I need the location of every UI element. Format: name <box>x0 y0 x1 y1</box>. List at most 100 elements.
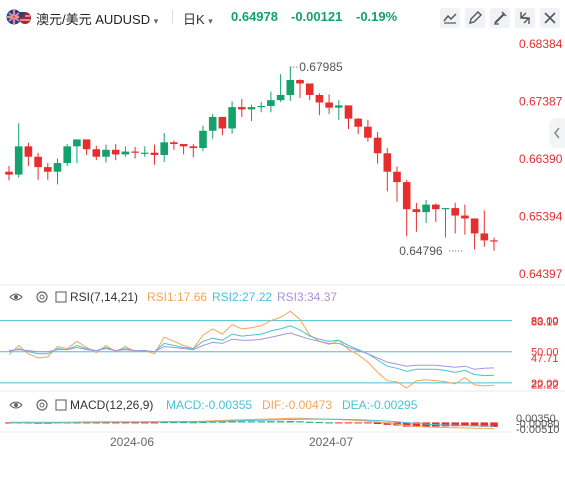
price-change: -0.00121 <box>291 9 343 24</box>
candle-body <box>141 152 149 154</box>
rsi-tick-label: 80.00 <box>531 316 559 328</box>
rsi-title: RSI(7,14,21) <box>70 290 138 304</box>
last-price: 0.64978 <box>231 9 278 24</box>
rsi-tick-label: 83.19 <box>531 316 559 328</box>
macd-bar <box>451 422 459 427</box>
candle-body <box>412 209 421 213</box>
candle <box>14 123 23 178</box>
rsi3-label: RSI3:34.37 <box>277 290 337 304</box>
candle <box>218 116 227 136</box>
candle <box>364 119 372 142</box>
dif-label: DIF:-0.00473 <box>262 398 332 412</box>
macd-bar <box>373 422 382 425</box>
timeframe-label: 日K <box>183 12 205 27</box>
side-panel-toggle[interactable] <box>549 118 565 148</box>
candle <box>373 131 382 164</box>
candle <box>238 99 246 117</box>
gear-icon[interactable] <box>36 291 48 303</box>
macd-bar <box>228 421 236 423</box>
macd-bar <box>160 422 168 424</box>
square-icon[interactable] <box>55 291 67 303</box>
macd-bar <box>315 422 324 424</box>
candle-body <box>82 139 91 150</box>
candle-body <box>247 107 256 110</box>
candle <box>461 204 469 235</box>
draw-button[interactable] <box>490 8 510 28</box>
close-button[interactable] <box>540 8 560 28</box>
macd-bar <box>286 421 295 423</box>
candle-body <box>470 218 479 234</box>
candle <box>53 158 62 185</box>
high-price-label: 0.67985 <box>299 60 343 74</box>
eye-icon[interactable] <box>9 401 23 409</box>
candle-body <box>24 146 33 157</box>
rsi-tick-label: 47.71 <box>531 353 559 365</box>
macd-tick-label: 0.00350 <box>516 413 556 425</box>
candle-body <box>344 105 353 119</box>
candle <box>296 79 304 98</box>
candle <box>315 93 324 116</box>
candle <box>354 118 362 135</box>
macd-tick-label: -0.00510 <box>516 424 559 436</box>
chart-toolbar: 澳元/美元 AUDUSD ▾ 日K ▾ 0.64978 -0.00121 -0.… <box>0 0 565 34</box>
macd-bar <box>325 422 333 424</box>
macd-series-line <box>9 418 495 427</box>
draw-icon <box>494 11 507 25</box>
candle <box>24 142 33 166</box>
candle <box>480 210 489 247</box>
eye-icon[interactable] <box>9 293 23 301</box>
candle-body <box>53 163 62 172</box>
divider <box>172 10 173 24</box>
square-icon[interactable] <box>55 399 67 411</box>
gear-icon[interactable] <box>36 399 48 411</box>
candle <box>63 144 71 166</box>
candle-body <box>354 118 362 127</box>
australia-flag-icon <box>6 9 31 25</box>
candle <box>451 202 459 234</box>
candle <box>189 144 198 158</box>
candle <box>44 163 52 180</box>
rsi-tick-label: 22.22 <box>531 380 559 392</box>
symbol-selector[interactable]: 澳元/美元 AUDUSD ▾ <box>36 9 158 28</box>
candle <box>344 105 353 130</box>
macd-bar <box>170 422 178 424</box>
candle-body <box>305 83 314 95</box>
candle-body <box>257 105 265 108</box>
macd-bar <box>199 421 207 423</box>
macd-bar <box>208 421 217 423</box>
candle <box>199 125 207 151</box>
price-change-percent: -0.19% <box>356 9 398 24</box>
candle <box>141 146 149 157</box>
candle <box>228 101 236 134</box>
candle-body <box>199 130 207 149</box>
price-tick-label: 0.67387 <box>519 95 563 109</box>
chevron-left-icon <box>554 127 560 139</box>
candle <box>5 165 13 181</box>
candle-body <box>393 171 401 183</box>
candle <box>247 104 256 121</box>
macd-bar <box>305 421 314 423</box>
close-icon <box>544 12 556 24</box>
candle <box>179 144 188 155</box>
rsi-series-line <box>8 325 495 377</box>
macd-pane <box>5 417 498 429</box>
candle-body <box>150 152 159 155</box>
minimize-button[interactable] <box>515 8 535 28</box>
candle <box>160 133 168 162</box>
candle <box>470 218 479 250</box>
candle-body <box>111 149 120 155</box>
macd-bar <box>238 421 246 423</box>
timeframe-selector[interactable]: 日K ▾ <box>183 9 213 28</box>
price-axis: 0.68384 0.67387 0.66390 0.65394 0.64397 <box>519 37 563 281</box>
candle-body <box>73 139 81 147</box>
candle <box>267 91 275 113</box>
macd-bar <box>141 422 149 424</box>
indicator-button[interactable] <box>440 8 460 28</box>
macd-bar <box>218 421 227 423</box>
pen-button[interactable] <box>465 8 485 28</box>
candle <box>276 74 285 102</box>
candle-body <box>276 94 285 101</box>
